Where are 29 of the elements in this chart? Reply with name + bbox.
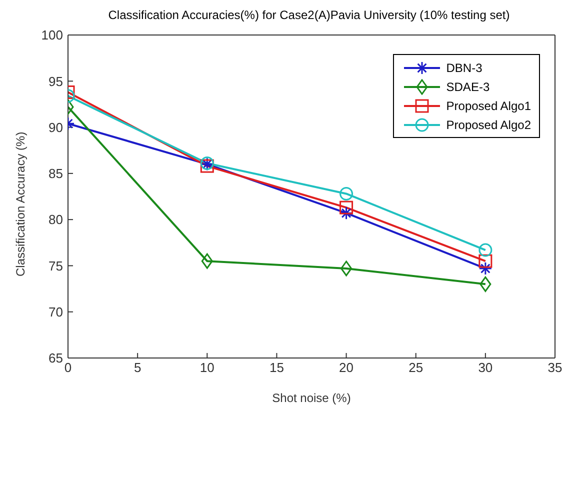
x-tick-label: 15 xyxy=(269,360,284,376)
x-tick-label: 20 xyxy=(339,360,354,376)
point xyxy=(340,200,354,214)
y-tick-label: 70 xyxy=(48,304,63,320)
point xyxy=(340,186,354,200)
y-tick-label: 75 xyxy=(48,258,63,274)
y-tick-label: 95 xyxy=(48,74,63,89)
x-tick-label: 30 xyxy=(478,360,493,376)
y-tick-label: 80 xyxy=(48,212,63,228)
x-axis-title: Shot noise (%) xyxy=(272,391,351,405)
y-axis-title: Classification Accuracy (%) xyxy=(13,132,28,276)
y-tick-label: 65 xyxy=(48,350,63,366)
y-tick-label: 85 xyxy=(48,166,63,182)
legend-label: SDAE-3 xyxy=(446,80,490,94)
chart-title: Classification Accuracies(%) for Case2(A)Pavia University (10% testing set) xyxy=(107,8,511,24)
legend-label: DBN-3 xyxy=(446,60,482,74)
y-tick-label: 100 xyxy=(41,28,63,43)
x-tick-label: 35 xyxy=(548,360,562,376)
x-tick-label: 5 xyxy=(134,360,142,376)
x-tick-label: 0 xyxy=(64,360,72,376)
point xyxy=(340,260,352,276)
legend-label: Proposed Algo2 xyxy=(446,118,531,132)
point xyxy=(478,254,492,268)
x-tick-label: 25 xyxy=(408,360,424,376)
y-tick-label: 90 xyxy=(48,120,63,135)
x-tick-label: 10 xyxy=(200,360,214,376)
point xyxy=(478,243,492,257)
point xyxy=(480,276,492,292)
legend-label: Proposed Algo1 xyxy=(446,98,531,112)
